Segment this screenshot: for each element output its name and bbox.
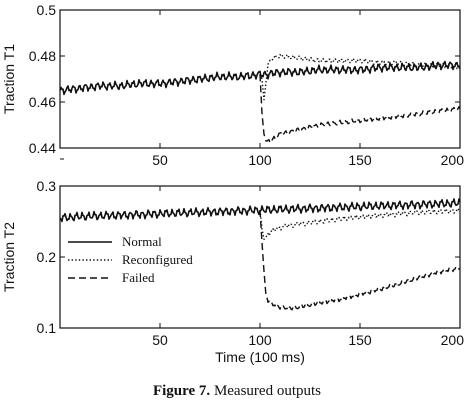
- legend-label-reconfigured: Reconfigured: [122, 252, 193, 267]
- legend-label-normal: Normal: [122, 234, 162, 249]
- plot-frame: [59, 185, 461, 329]
- y-tick-label: 0.1: [37, 320, 57, 336]
- series-line-normal: [59, 60, 461, 96]
- y-tick-label: 0.46: [29, 94, 56, 110]
- figure-caption: Figure 7. Measured outputs: [0, 383, 474, 400]
- caption-label: Figure 7.: [152, 383, 211, 399]
- y-tick-label: 0.2: [37, 249, 57, 265]
- series-line-reconfigured: [259, 207, 461, 240]
- x-tick-label: 100: [248, 332, 272, 348]
- series-line-reconfigured: [259, 53, 461, 101]
- y-axis-label: Traction T2: [1, 222, 17, 292]
- y-tick-label: 0.44: [29, 140, 56, 156]
- caption-text: Measured outputs: [210, 383, 322, 399]
- x-tick-label: 200: [441, 332, 465, 348]
- x-tick-label: 150: [348, 152, 372, 168]
- legend-label-failed: Failed: [122, 270, 155, 285]
- series-line-failed: [259, 74, 461, 144]
- series-line-failed: [259, 210, 461, 311]
- x-tick-label: 100: [248, 152, 272, 168]
- y-axis-label: Traction T1: [1, 44, 17, 114]
- x-axis-label: Time (100 ms): [215, 349, 305, 365]
- y-tick-label: 0.48: [29, 48, 56, 64]
- x-tick-label: 200: [441, 152, 465, 168]
- panel-traction-t1: 50 100 150 200 0.44 0.46 0.48 0.5 Traction T1: [1, 2, 464, 168]
- x-tick-label: 50: [152, 332, 168, 348]
- x-tick-label: 150: [348, 332, 372, 348]
- panel-traction-t2: 50 100 150 200 0.1 0.2 0.3 Traction T2 Time (100…: [1, 178, 464, 365]
- y-tick-label: 0.5: [37, 2, 57, 18]
- x-tick-label: 50: [152, 152, 168, 168]
- y-tick-label: 0.3: [37, 178, 57, 194]
